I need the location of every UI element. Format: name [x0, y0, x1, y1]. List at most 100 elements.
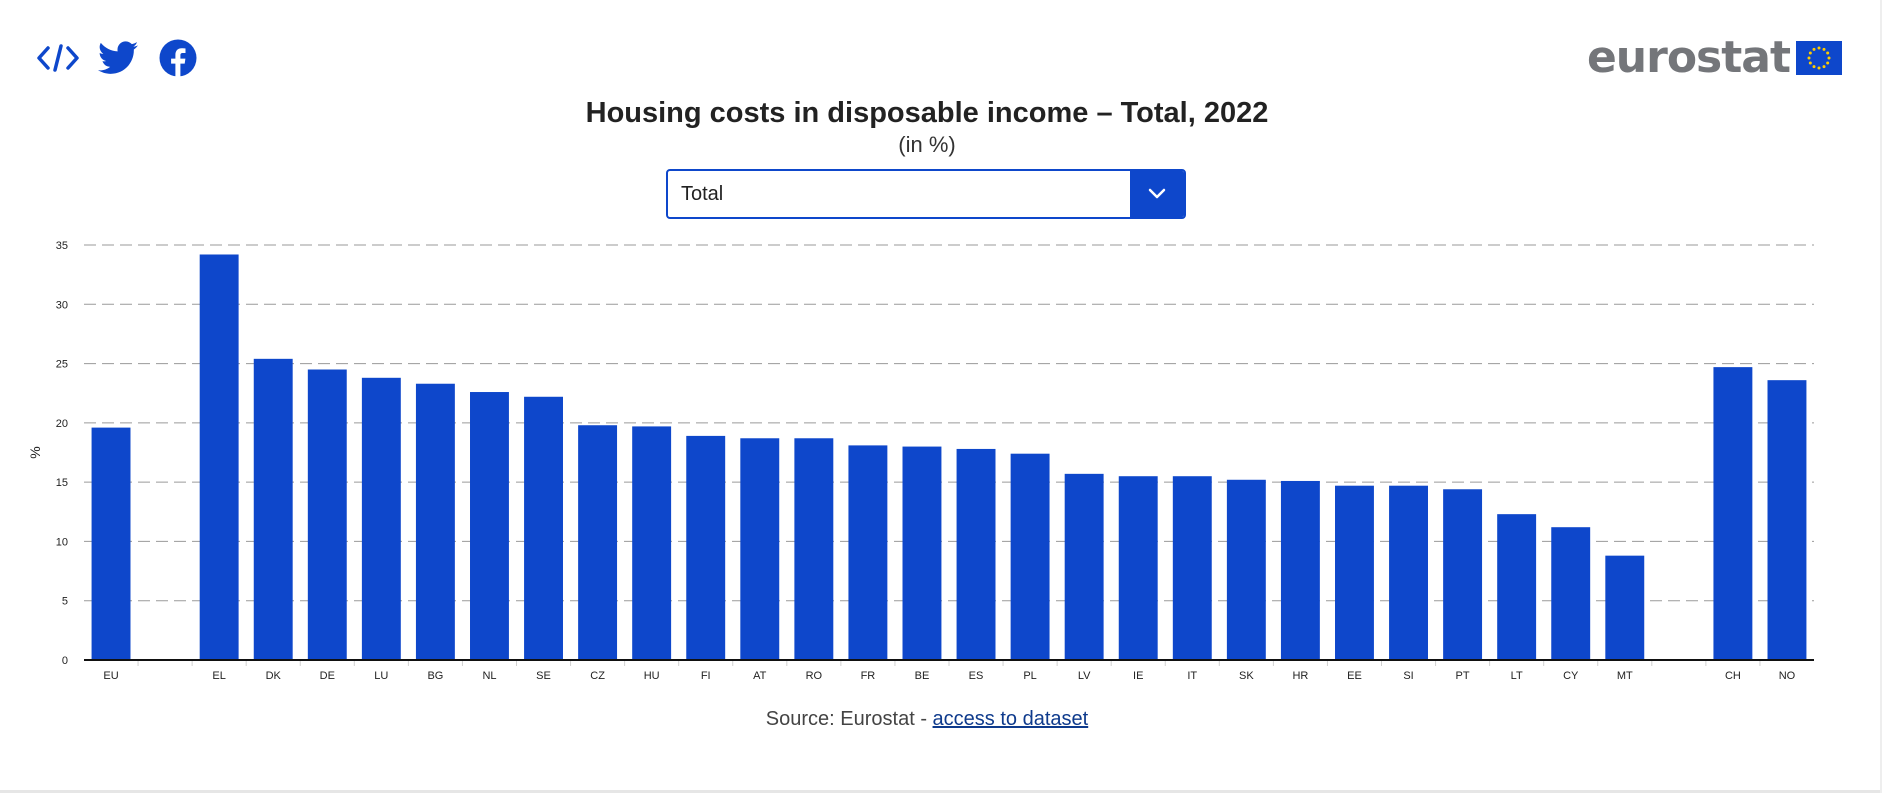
x-tick-label: ES	[969, 670, 984, 682]
chart-title: Housing costs in disposable income – Tot…	[585, 97, 1269, 129]
x-tick-label: BE	[915, 670, 930, 682]
y-tick-label: 0	[62, 655, 68, 667]
x-tick-label: BG	[427, 670, 443, 682]
x-tick-label: AT	[753, 670, 767, 682]
bar-chart: 0 5 10 15 20 25 30 35% EU EL DK DE LU BG NL SE CZ HU FI AT R…	[27, 240, 1814, 682]
flag-star	[1812, 47, 1816, 51]
logo-wordmark: eurostat	[1586, 32, 1791, 83]
bar-si[interactable]	[1389, 485, 1428, 660]
chart-subtitle: (in %)	[898, 132, 956, 157]
x-tick-label: PL	[1023, 670, 1036, 682]
bar-ee[interactable]	[1335, 485, 1374, 660]
bar-el[interactable]	[199, 254, 239, 661]
y-tick-label: 20	[56, 418, 68, 430]
x-tick-label: IT	[1187, 670, 1197, 682]
bar-cz[interactable]	[578, 425, 618, 660]
bar-ch[interactable]	[1713, 367, 1753, 660]
bar-pl[interactable]	[1010, 453, 1050, 660]
y-axis-label: %	[27, 446, 43, 458]
x-tick-label: SE	[536, 670, 551, 682]
x-tick-label: CH	[1725, 670, 1741, 682]
x-tick-label: PT	[1456, 670, 1470, 682]
flag-star	[1826, 61, 1830, 65]
category-select[interactable]: Total	[666, 169, 1186, 219]
flag-star	[1822, 65, 1826, 69]
x-tick-label: NL	[482, 670, 496, 682]
y-tick-label: 5	[62, 596, 68, 608]
x-tick-label: RO	[806, 670, 823, 682]
bar-lt[interactable]	[1497, 514, 1537, 660]
share-toolbar	[36, 38, 216, 78]
x-tick-label: HU	[644, 670, 660, 682]
bar-hr[interactable]	[1280, 480, 1320, 660]
x-tick-label: CZ	[590, 670, 605, 682]
flag-star	[1827, 56, 1831, 60]
y-tick-label: 30	[56, 299, 68, 311]
y-tick-label: 35	[56, 240, 68, 252]
source-line: Source: Eurostat - access to dataset	[0, 708, 1854, 731]
dataset-link[interactable]: access to dataset	[932, 708, 1089, 730]
y-tick-label: 25	[56, 359, 68, 371]
x-tick-label: FR	[861, 670, 876, 682]
bar-it[interactable]	[1172, 476, 1212, 660]
bar-sk[interactable]	[1226, 479, 1266, 660]
flag-star	[1817, 66, 1821, 70]
eurostat-logo: eurostat	[1587, 36, 1842, 80]
flag-star	[1817, 46, 1821, 50]
x-tick-label: EE	[1347, 670, 1362, 682]
x-tick-label: LU	[374, 670, 388, 682]
x-tick-label: EU	[103, 670, 118, 682]
category-select-value[interactable]: Total	[681, 182, 724, 205]
x-tick-label: DE	[320, 670, 335, 682]
bar-fi[interactable]	[686, 435, 726, 660]
bar-be[interactable]	[902, 446, 942, 660]
x-tick-label: FI	[701, 670, 711, 682]
flag-star	[1826, 51, 1830, 55]
x-tick-label: NO	[1779, 670, 1796, 682]
x-tick-label: DK	[266, 670, 282, 682]
twitter-icon[interactable]	[96, 38, 140, 78]
bar-fr[interactable]	[848, 445, 888, 660]
footer-divider	[0, 790, 1882, 793]
bar-ie[interactable]	[1118, 476, 1158, 660]
bar-pt[interactable]	[1443, 489, 1483, 660]
page-edge	[1880, 0, 1882, 793]
bar-mt[interactable]	[1605, 555, 1645, 660]
x-tick-label: IE	[1133, 670, 1143, 682]
flag-star	[1822, 47, 1826, 51]
flag-star	[1808, 51, 1812, 55]
flag-star	[1812, 65, 1816, 69]
category-select-toggle[interactable]	[1130, 171, 1184, 217]
bar-no[interactable]	[1767, 380, 1807, 660]
source-prefix: Source: Eurostat -	[765, 708, 933, 730]
x-tick-label: LT	[1511, 670, 1523, 682]
x-tick-label: EL	[212, 670, 225, 682]
bar-at[interactable]	[740, 438, 780, 660]
bar-eu[interactable]	[91, 427, 131, 660]
y-tick-label: 10	[56, 536, 68, 548]
x-tick-label: SK	[1239, 670, 1254, 682]
x-tick-label: CY	[1563, 670, 1579, 682]
bar-ro[interactable]	[794, 438, 834, 660]
chevron-down-icon	[1148, 188, 1166, 199]
embed-icon[interactable]	[36, 38, 80, 78]
bar-lv[interactable]	[1064, 473, 1104, 660]
x-tick-label: MT	[1617, 670, 1633, 682]
x-tick-label: SI	[1403, 670, 1413, 682]
x-tick-label: HR	[1292, 670, 1308, 682]
flag-star	[1808, 61, 1812, 65]
facebook-icon[interactable]	[156, 38, 200, 78]
eu-flag-icon	[1796, 41, 1842, 75]
bar-se[interactable]	[524, 396, 563, 660]
bar-cy[interactable]	[1551, 527, 1591, 660]
flag-star	[1807, 56, 1811, 60]
bar-nl[interactable]	[470, 392, 509, 660]
x-tick-label: LV	[1078, 670, 1091, 682]
bar-lu[interactable]	[361, 377, 401, 660]
bar-es[interactable]	[956, 448, 996, 660]
bar-bg[interactable]	[415, 383, 455, 660]
bar-dk[interactable]	[253, 358, 293, 660]
bar-de[interactable]	[307, 369, 347, 661]
bar-hu[interactable]	[632, 426, 672, 660]
y-tick-label: 15	[56, 477, 68, 489]
